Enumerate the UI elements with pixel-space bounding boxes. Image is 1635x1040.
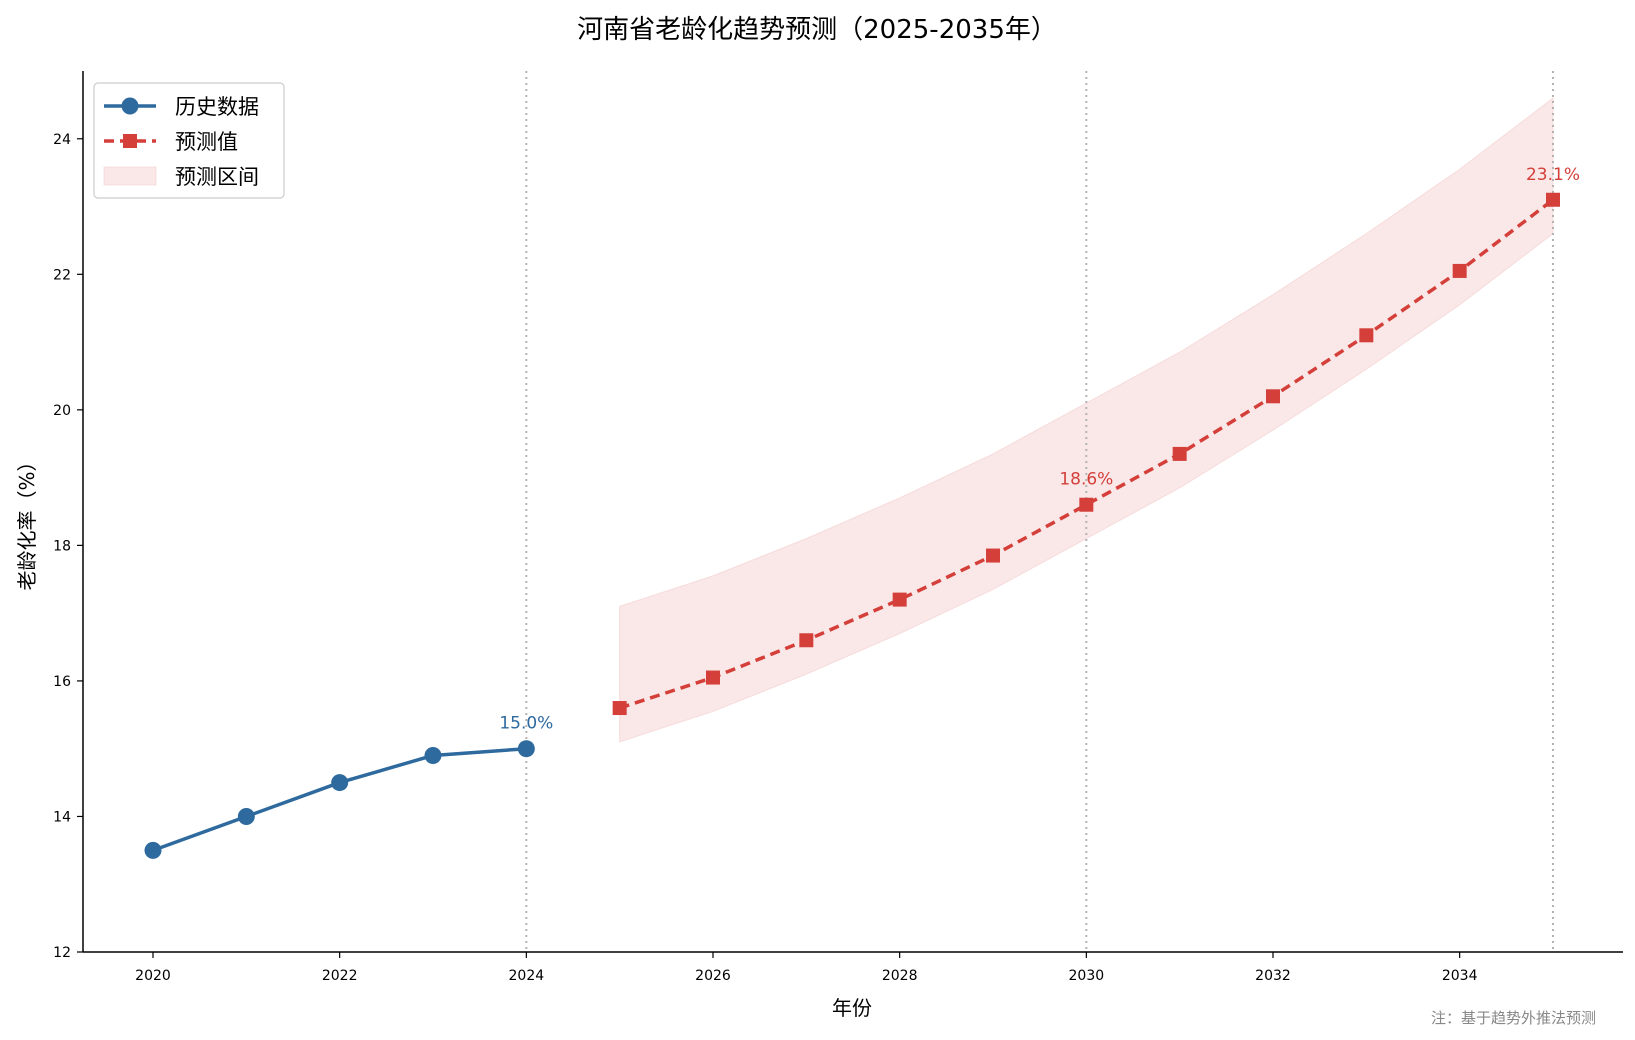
x-axis-title: 年份 [832, 996, 872, 1020]
legend-forecast-marker [123, 134, 137, 148]
series-layer [144, 192, 1560, 859]
forecast-point [1266, 389, 1280, 404]
forecast-point [706, 670, 720, 685]
y-tick-label: 20 [53, 403, 71, 419]
data-label: 15.0% [499, 714, 553, 734]
x-tick-label: 2026 [695, 968, 731, 984]
data-label: 23.1% [1526, 165, 1580, 185]
x-tick-label: 2020 [135, 968, 171, 984]
legend-box [93, 82, 285, 199]
x-tick-label: 2024 [509, 968, 545, 984]
x-tick-label: 2022 [322, 968, 358, 984]
x-tick-label: 2034 [1442, 968, 1478, 984]
forecast-point [892, 592, 907, 607]
x-tick-label: 2030 [1069, 968, 1105, 984]
forecast-point [1359, 328, 1374, 343]
x-tick-label: 2028 [882, 968, 918, 984]
forecast-point [1452, 263, 1467, 278]
legend-label: 预测值 [175, 130, 238, 154]
forecast-point [1172, 446, 1187, 461]
forecast-point [799, 633, 814, 648]
history-line [152, 746, 527, 852]
forecast-point [612, 701, 627, 716]
data-labels: 15.0% 18.6% 23.1% [499, 165, 1580, 734]
chart-title: 河南省老龄化趋势预测（2025-2035年） [577, 15, 1057, 45]
history-point [331, 774, 349, 792]
y-axis-title: 老龄化率（%） [15, 451, 39, 590]
history-point [237, 807, 255, 825]
history-point [424, 746, 442, 764]
forecast-point [1546, 192, 1560, 207]
y-tick-label: 18 [53, 538, 71, 554]
forecast-point [986, 548, 1000, 563]
y-tick-label: 12 [53, 945, 71, 961]
x-tick-label: 2032 [1255, 968, 1291, 984]
legend-label: 预测区间 [175, 165, 259, 189]
legend-history-marker [121, 97, 139, 115]
y-tick-label: 14 [53, 809, 71, 825]
y-tick-label: 24 [53, 132, 71, 148]
data-label: 18.6% [1059, 470, 1113, 490]
y-tick-label: 22 [53, 267, 71, 283]
history-point [517, 740, 535, 758]
footnote: 注：基于趋势外推法预测 [1431, 1009, 1596, 1027]
forecast-point [1079, 497, 1094, 512]
y-tick-label: 16 [53, 674, 71, 690]
history-point [144, 841, 162, 859]
legend-label: 历史数据 [175, 95, 259, 119]
axes: 2020 2022 2024 2026 2028 2030 2032 203412141618… [53, 71, 1623, 984]
legend-band-patch [103, 166, 157, 186]
forecast-line [619, 198, 1555, 710]
